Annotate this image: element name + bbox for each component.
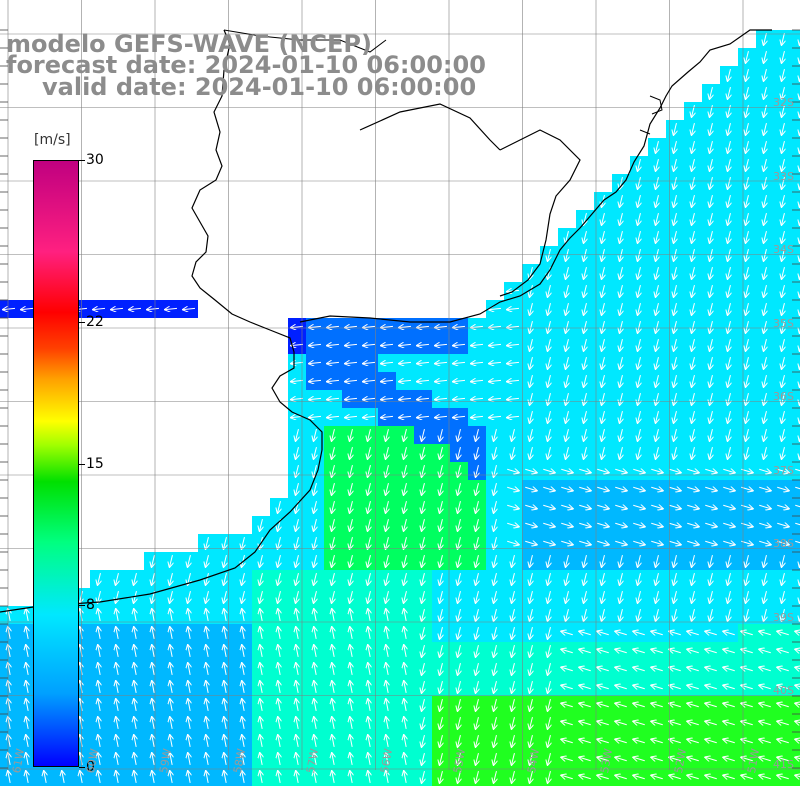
- wind-speed-cell: [792, 66, 800, 84]
- wind-speed-cell: [792, 372, 800, 390]
- wind-speed-cell: [792, 210, 800, 228]
- colorbar-tick: [79, 160, 85, 161]
- colorbar-units: [m/s]: [34, 132, 71, 148]
- wind-speed-cell: [792, 588, 800, 606]
- wind-speed-cell: [792, 120, 800, 138]
- wind-speed-cell: [792, 498, 800, 516]
- latitude-label: 32S: [773, 96, 794, 109]
- wind-speed-cell: [792, 318, 800, 336]
- wind-speed-cell: [792, 156, 800, 174]
- latitude-label: 38S: [773, 537, 794, 550]
- latitude-label: 39S: [773, 610, 794, 624]
- wind-speed-cell: [792, 462, 800, 480]
- colorbar-tick: [79, 321, 85, 323]
- colorbar-tick: [79, 463, 85, 465]
- wind-speed-cell: [792, 606, 800, 624]
- wind-speed-cell: [792, 354, 800, 372]
- colorbar-tick: [79, 605, 85, 607]
- wind-speed-cell: [792, 768, 800, 786]
- wind-speed-cell: [792, 264, 800, 282]
- wind-speed-cell: [792, 552, 800, 570]
- wind-speed-cell: [792, 192, 800, 210]
- latitude-label: 33S: [773, 169, 794, 183]
- wind-speed-cell: [792, 642, 800, 660]
- wind-speed-cell: [792, 282, 800, 300]
- colorbar-tick-label: 22: [86, 313, 104, 330]
- wind-speed-cell: [792, 660, 800, 678]
- wind-speed-cell: [792, 570, 800, 588]
- wind-speed-cell: [792, 696, 800, 714]
- wind-speed-cell: [792, 426, 800, 444]
- latitude-label: 35S: [773, 316, 794, 330]
- wind-speed-cell: [792, 390, 800, 408]
- latitude-label: 37S: [773, 463, 794, 477]
- wind-speed-cell: [792, 300, 800, 318]
- wind-speed-cell: [792, 534, 800, 552]
- wind-speed-cell: [792, 246, 800, 264]
- colorbar-tick-label: 30: [86, 152, 104, 168]
- wind-speed-cell: [792, 516, 800, 534]
- wind-speed-cells: [0, 30, 800, 786]
- wind-speed-cell: [792, 480, 800, 498]
- wind-speed-cell: [792, 30, 800, 48]
- wind-speed-cell: [792, 624, 800, 642]
- colorbar-tick-label: 15: [86, 455, 104, 472]
- wind-speed-cell: [792, 408, 800, 426]
- latitude-label: 36S: [773, 390, 794, 403]
- wind-speed-cell: [792, 732, 800, 750]
- latitude-label: 40S: [773, 684, 794, 697]
- wind-speed-cell: [792, 48, 800, 66]
- wind-speed-cell: [792, 714, 800, 732]
- wind-speed-cell: [792, 84, 800, 102]
- latitude-label: 34S: [773, 243, 794, 256]
- wind-speed-cell: [792, 138, 800, 156]
- latitude-label: 41S: [773, 757, 794, 771]
- wind-speed-cell: [792, 228, 800, 246]
- wind-speed-cell: [792, 444, 800, 462]
- wind-speed-cell: [792, 336, 800, 354]
- wind-speed-cell: [792, 174, 800, 192]
- valid-date: valid date: 2024-01-10 06:00:00: [42, 73, 477, 101]
- wind-speed-cell: [792, 102, 800, 120]
- colorbar-tick-label: 8: [86, 597, 95, 614]
- colorbar: [33, 160, 79, 767]
